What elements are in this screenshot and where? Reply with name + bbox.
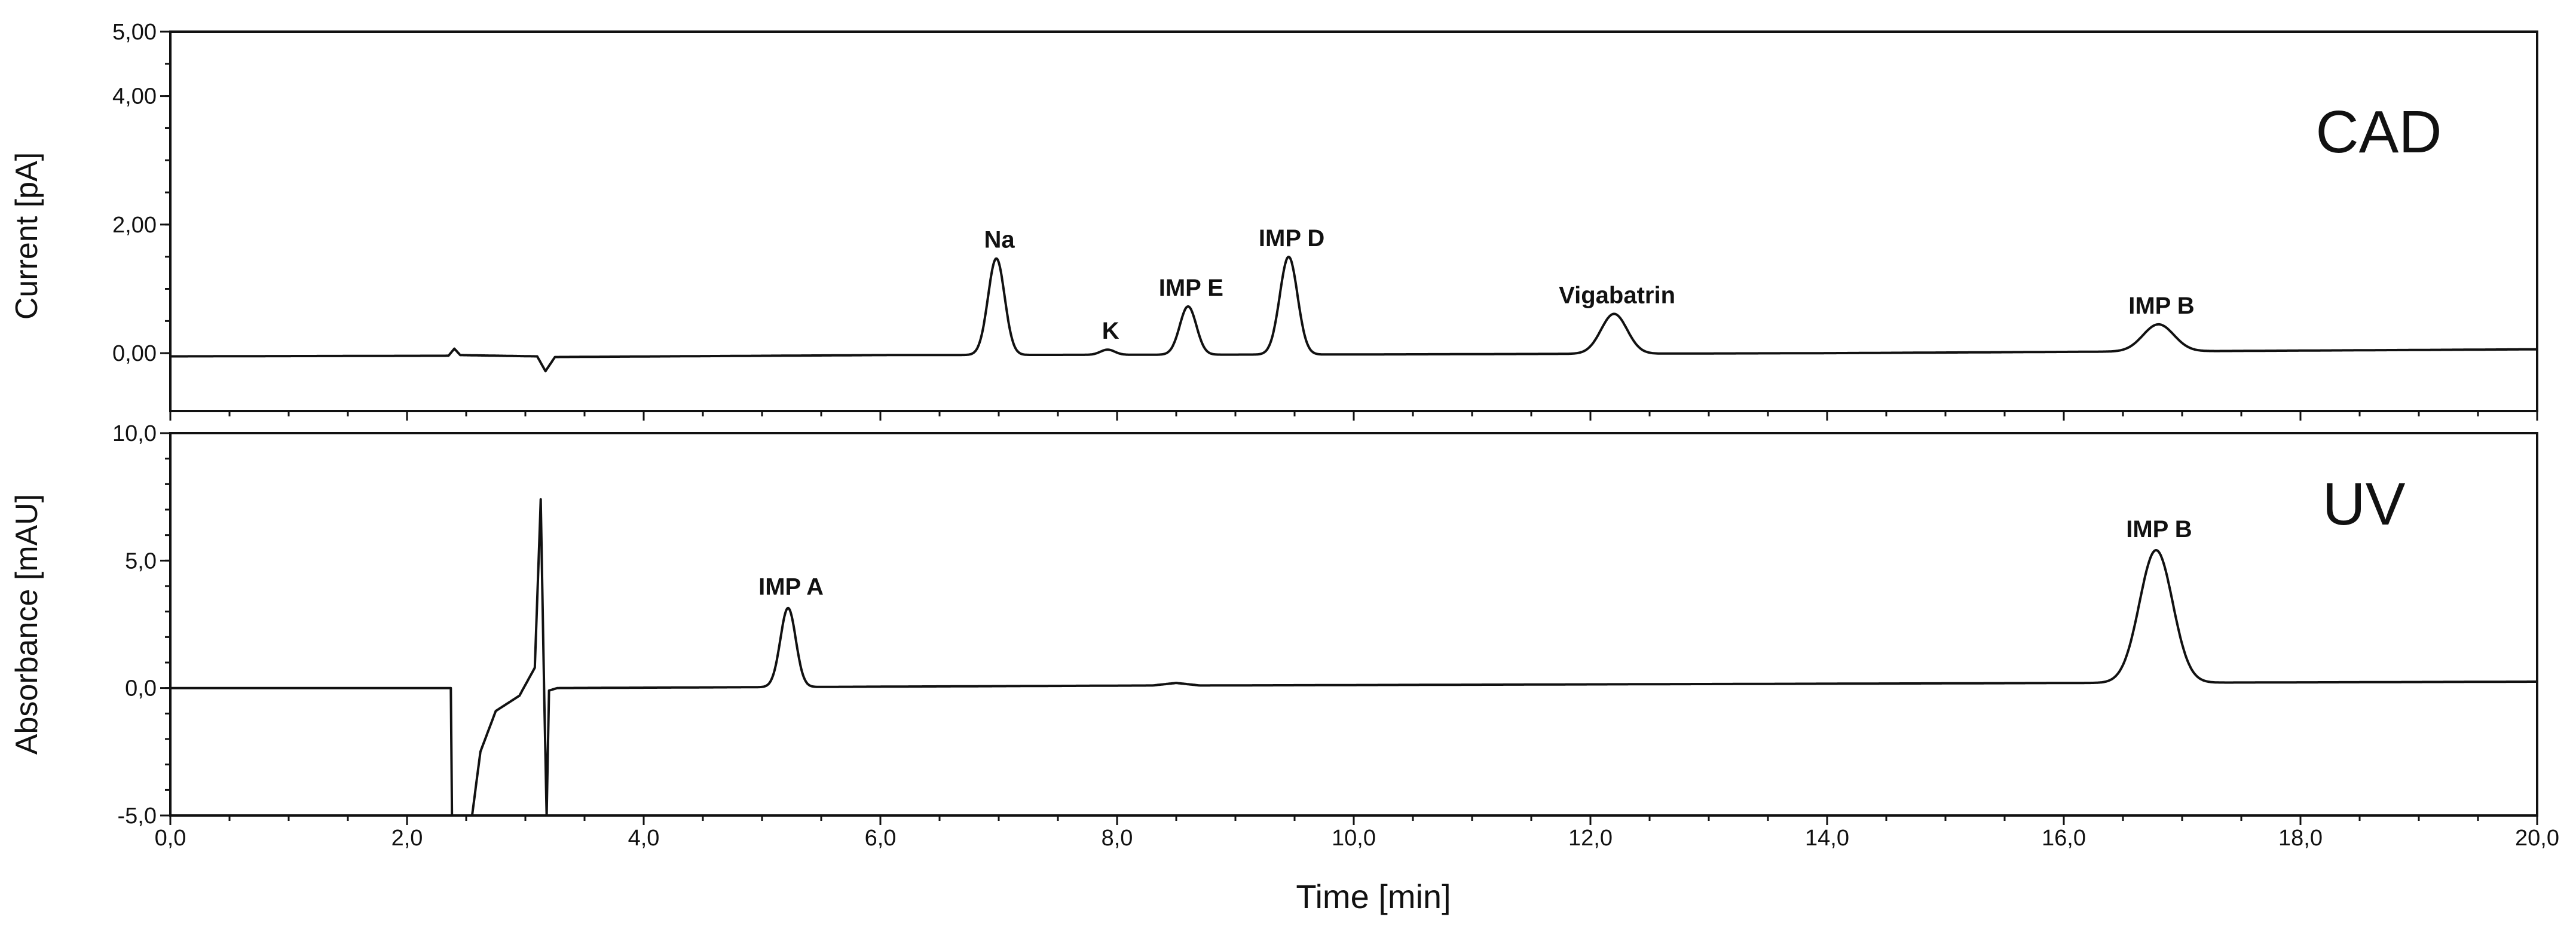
uv-plot-frame [169, 432, 2538, 817]
x-axis-tick-labels: 0,0 2,0 4,0 6,0 8,0 10,0 12,0 14,0 16,0 18,0 20,0 [155, 826, 2559, 851]
cad-peak-label-imp-d: IMP D [1259, 225, 1324, 252]
uv-y-tick-label: 10,0 [112, 421, 157, 446]
x-tick-label: 12,0 [1568, 826, 1613, 851]
cad-peak-label-imp-b: IMP B [2128, 293, 2194, 319]
uv-y-tick-label: -5,0 [118, 804, 157, 829]
cad-panel: Current [pA] CAD 5,00 4,00 2,00 0,00 Na K IMP… [10, 20, 2538, 421]
cad-y-tick-label: 2,00 [112, 213, 157, 238]
cad-y-tick-label: 5,00 [112, 20, 157, 45]
x-tick-label: 6,0 [865, 826, 897, 851]
cad-y-tick-label: 0,00 [112, 341, 157, 366]
cad-peak-label-k: K [1102, 318, 1119, 344]
uv-y-axis-label: Absorbance [mAU] [10, 494, 44, 755]
x-tick-label: 0,0 [155, 826, 186, 851]
x-tick-label: 2,0 [391, 826, 423, 851]
cad-y-axis-label: Current [pA] [10, 152, 44, 320]
uv-peak-label-imp-a: IMP A [758, 574, 824, 600]
cad-x-ticks [169, 411, 2538, 421]
uv-trace-line [170, 498, 2538, 817]
uv-y-tick-label: 5,0 [125, 548, 157, 574]
x-tick-label: 16,0 [2042, 826, 2086, 851]
cad-trace-line [170, 255, 2538, 373]
x-tick-label: 4,0 [628, 826, 660, 851]
cad-y-ticks: 5,00 4,00 2,00 0,00 [112, 20, 170, 366]
x-tick-label: 8,0 [1102, 826, 1133, 851]
cad-detector-label: CAD [2315, 99, 2442, 165]
uv-detector-label: UV [2323, 471, 2406, 538]
uv-panel: Absorbance [mAU] UV 10,0 5,0 0,0 -5,0 IMP A… [10, 421, 2538, 829]
uv-x-ticks [169, 815, 2538, 825]
x-tick-label: 18,0 [2278, 826, 2323, 851]
cad-peak-label-imp-e: IMP E [1159, 275, 1223, 301]
x-axis-label: Time [min] [1296, 878, 1451, 915]
cad-y-tick-label: 4,00 [112, 84, 157, 109]
cad-peak-label-vigabatrin: Vigabatrin [1559, 282, 1675, 308]
x-tick-label: 14,0 [1805, 826, 1849, 851]
uv-peak-label-imp-b: IMP B [2126, 516, 2192, 542]
x-tick-label: 10,0 [1332, 826, 1376, 851]
uv-peak-labels: IMP A IMP B [758, 516, 2192, 600]
cad-peak-labels: Na K IMP E IMP D Vigabatrin IMP B [984, 225, 2194, 344]
uv-y-ticks: 10,0 5,0 0,0 -5,0 [112, 421, 170, 829]
x-tick-label: 20,0 [2515, 826, 2559, 851]
uv-y-tick-label: 0,0 [125, 676, 157, 701]
cad-peak-label-na: Na [984, 227, 1015, 253]
